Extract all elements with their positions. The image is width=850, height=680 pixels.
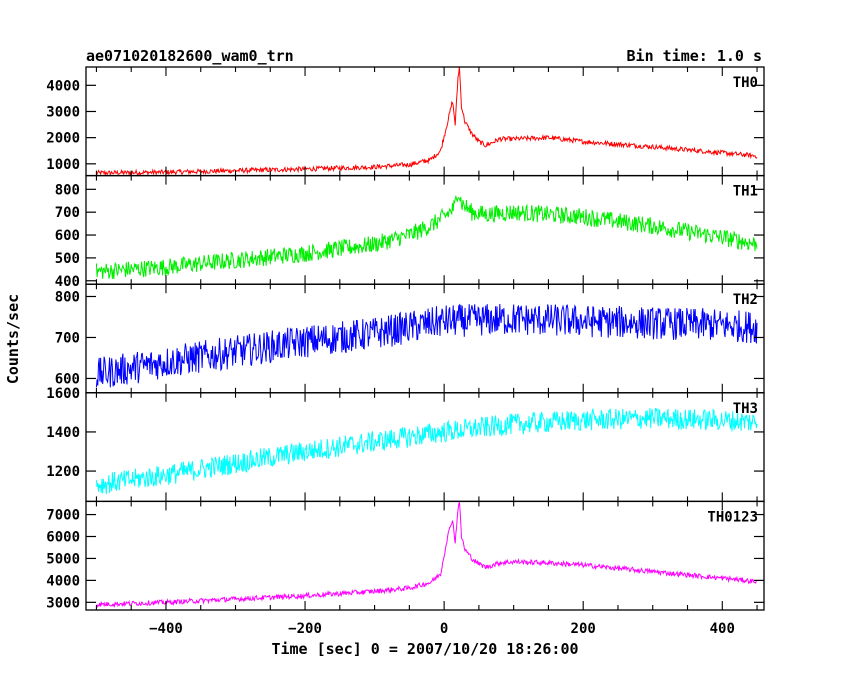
panel-th2: 600 700 800 TH2 [55,283,765,394]
y-tick-label: 1200 [46,464,80,480]
series-line-th1 [95,194,758,280]
y-tick-label: 700 [55,205,80,221]
series-line-th0123 [95,501,757,609]
y-tick-label: 2000 [46,131,80,147]
panel-th1: 400 500 600 700 800 TH1 [55,174,765,290]
y-tick-label: 5000 [46,551,80,567]
panel-label-th0123: TH0123 [707,509,758,525]
panels-group: 1000 2000 3000 4000 TH0 400 500 600 700 800 TH1 600… [46,66,765,611]
panel-th0: 1000 2000 3000 4000 TH0 [46,66,765,177]
y-tick-label: 4000 [46,78,80,94]
series-line-th3 [95,407,758,495]
x-axis-ticks: −400 −200 0 200 400 [149,621,735,637]
y-tick-label: 500 [55,251,80,267]
y-tick-label: 600 [55,371,80,387]
x-tick-label: 200 [571,621,596,637]
y-tick-label: 3000 [46,104,80,120]
panel-label-th1: TH1 [733,184,758,200]
x-tick-label: 400 [710,621,735,637]
series-line-th2 [95,303,758,388]
y-tick-label: 1600 [46,386,80,402]
x-axis-title: Time [sec] 0 = 2007/10/20 18:26:00 [271,640,578,658]
y-tick-label: 3000 [46,595,80,611]
panel-frame [85,392,765,503]
panel-label-th0: TH0 [733,75,758,91]
y-axis-title: Counts/sec [4,294,22,384]
y-tick-label: 400 [55,274,80,290]
y-tick-label: 1400 [46,425,80,441]
panel-label-th3: TH3 [733,401,758,417]
y-tick-label: 4000 [46,573,80,589]
y-tick-label: 600 [55,228,80,244]
panel-frame [85,500,765,611]
series-line-th0 [95,67,758,176]
y-tick-label: 7000 [46,508,80,524]
panel-frame [85,283,765,394]
y-tick-label: 700 [55,330,80,346]
x-tick-label: −200 [288,621,322,637]
y-tick-label: 1000 [46,157,80,173]
panel-label-th2: TH2 [733,292,758,308]
panel-th3: 1200 1400 1600 TH3 [46,386,765,503]
y-tick-label: 800 [55,289,80,305]
chart-title: ae071020182600_wam0_trn [86,47,294,65]
y-tick-label: 800 [55,182,80,198]
y-tick-label: 6000 [46,530,80,546]
panel-th0123: 3000 4000 5000 6000 7000 TH0123 [46,500,765,611]
x-tick-label: 0 [440,621,448,637]
x-tick-label: −400 [149,621,183,637]
chart-subtitle: Bin time: 1.0 s [627,47,762,65]
